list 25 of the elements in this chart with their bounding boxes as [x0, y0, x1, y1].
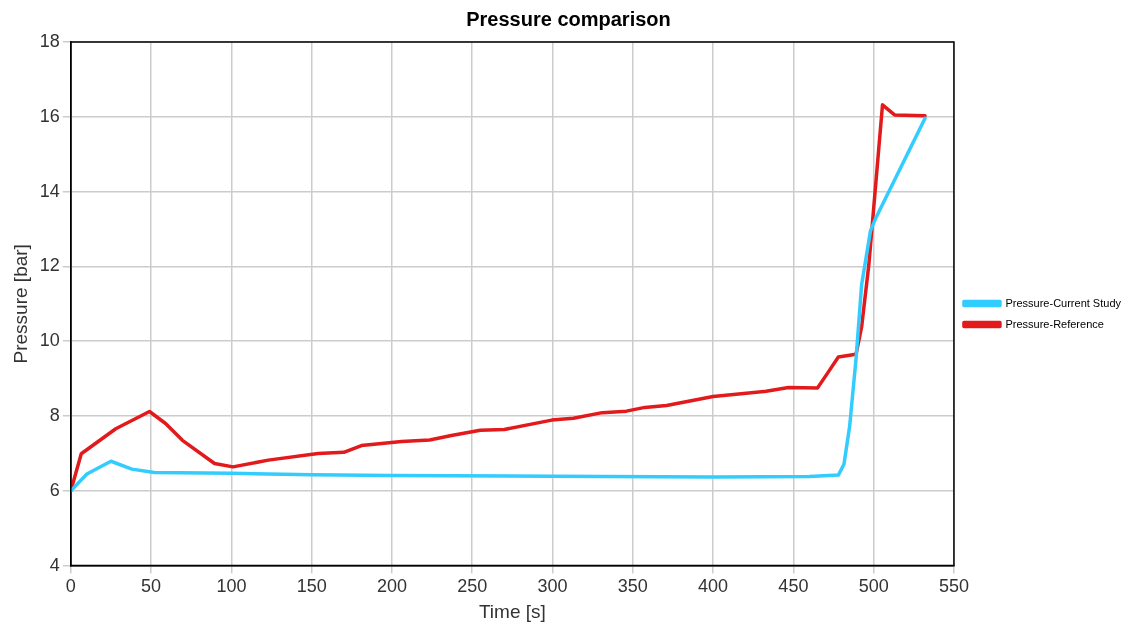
x-tick-label: 100: [216, 576, 247, 597]
y-tick-label: 6: [49, 479, 60, 500]
x-tick-label: 300: [537, 576, 568, 597]
x-tick-label: 550: [938, 576, 969, 597]
x-tick-label: 150: [296, 576, 327, 597]
y-axis-title: Pressure [bar]: [9, 244, 31, 364]
x-tick-label: 400: [698, 576, 729, 597]
y-tick-label: 8: [49, 404, 60, 425]
x-tick-label: 0: [65, 576, 76, 597]
chart-title: Pressure comparison: [466, 7, 671, 30]
x-tick-label: 50: [141, 576, 162, 597]
y-tick-label: 18: [39, 30, 60, 51]
legend-label: Pressure-Reference: [1005, 317, 1104, 330]
legend-label: Pressure-Current Study: [1005, 296, 1122, 309]
y-tick-label: 4: [49, 554, 60, 575]
x-tick-label: 500: [858, 576, 889, 597]
x-tick-label: 350: [617, 576, 648, 597]
y-tick-label: 12: [39, 255, 60, 276]
y-tick-label: 16: [39, 105, 60, 126]
x-axis-title: Time [s]: [478, 600, 546, 622]
y-tick-label: 14: [39, 180, 60, 201]
x-tick-label: 450: [778, 576, 809, 597]
x-tick-label: 200: [376, 576, 407, 597]
x-tick-label: 250: [457, 576, 488, 597]
y-tick-label: 10: [39, 330, 60, 351]
